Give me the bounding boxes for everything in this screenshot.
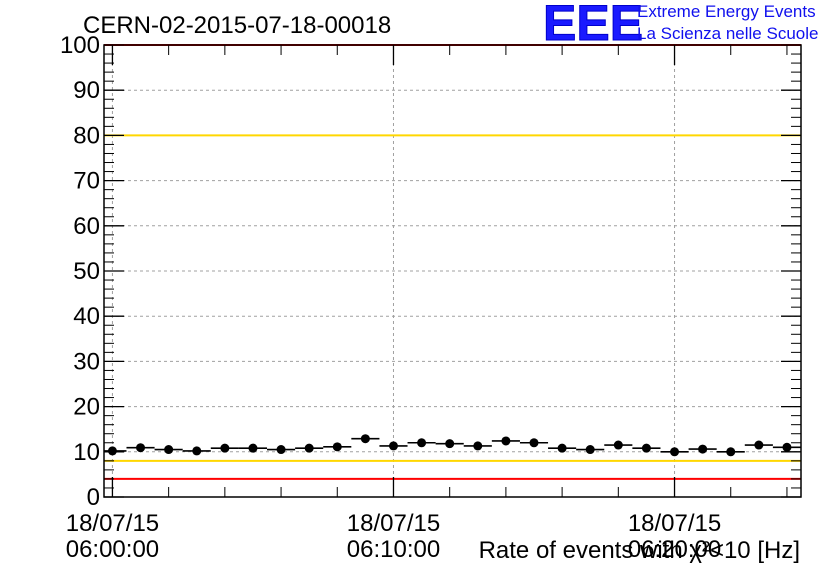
x-tick-label-date: 18/07/15 xyxy=(628,510,721,537)
data-point xyxy=(754,440,764,450)
y-tick-label: 30 xyxy=(73,348,100,375)
data-point xyxy=(136,443,146,453)
data-point xyxy=(388,441,398,451)
tick-labels-layer: 010203040506070809010018/07/1506:00:0018… xyxy=(60,32,721,563)
eee-logo-line2: La Scienza nelle Scuole xyxy=(637,24,818,43)
eee-logo: EEE Extreme Energy Events La Scienza nel… xyxy=(543,0,819,52)
y-tick-label: 70 xyxy=(73,168,100,195)
data-point xyxy=(782,442,792,452)
chart-title: CERN-02-2015-07-18-00018 xyxy=(83,12,391,39)
data-point xyxy=(360,434,370,444)
data-point xyxy=(613,440,623,450)
y-tick-label: 0 xyxy=(87,484,100,511)
data-point xyxy=(332,442,342,452)
x-tick-label-date: 18/07/15 xyxy=(347,510,440,537)
x-tick-label-date: 18/07/15 xyxy=(66,510,159,537)
data-points-layer xyxy=(104,434,801,457)
data-point xyxy=(417,438,427,448)
x-axis-label: Rate of events with χ²<10 [Hz] xyxy=(479,537,800,564)
y-tick-label: 80 xyxy=(73,122,100,149)
x-tick-label-time: 06:10:00 xyxy=(347,536,440,563)
data-point xyxy=(698,444,708,454)
data-point xyxy=(276,445,286,455)
y-tick-label: 100 xyxy=(60,32,100,59)
y-tick-label: 40 xyxy=(73,303,100,330)
data-point xyxy=(107,446,117,456)
y-tick-label: 60 xyxy=(73,213,100,240)
data-point xyxy=(726,447,736,457)
eee-logo-line1: Extreme Energy Events xyxy=(637,2,816,21)
data-point xyxy=(585,445,595,455)
data-point xyxy=(164,445,174,455)
data-point xyxy=(501,436,511,446)
data-point xyxy=(473,441,483,451)
data-point xyxy=(529,438,539,448)
data-point xyxy=(670,447,680,457)
y-tick-label: 50 xyxy=(73,258,100,285)
x-tick-label-time: 06:00:00 xyxy=(66,536,159,563)
data-point xyxy=(641,443,651,453)
data-point xyxy=(557,443,567,453)
y-tick-label: 10 xyxy=(73,439,100,466)
data-point xyxy=(304,443,314,453)
grid-layer xyxy=(104,45,801,497)
data-point xyxy=(248,443,258,453)
y-tick-label: 90 xyxy=(73,77,100,104)
data-point xyxy=(445,439,455,449)
data-point xyxy=(220,443,230,453)
y-tick-label: 20 xyxy=(73,394,100,421)
reference-lines-layer xyxy=(104,44,801,480)
x-tick-label-time: 06:20:00 xyxy=(628,536,721,563)
eee-logo-mark: EEE xyxy=(543,0,643,51)
data-point xyxy=(192,446,202,456)
